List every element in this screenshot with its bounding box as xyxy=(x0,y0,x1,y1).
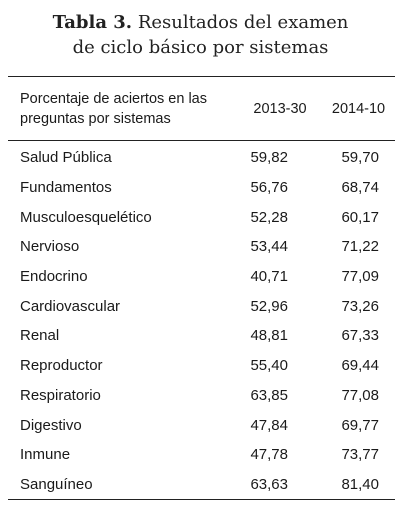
row-label: Nervioso xyxy=(20,238,80,256)
row-value-2014-10: 73,26 xyxy=(341,297,379,315)
row-label: Salud Pública xyxy=(20,149,112,167)
table-caption: Tabla 3. Resultados del examen de ciclo … xyxy=(0,10,401,60)
table-row: Endocrino 40,71 77,09 xyxy=(8,262,395,292)
row-label: Respiratorio xyxy=(20,386,101,404)
row-value-2014-10: 67,33 xyxy=(341,327,379,345)
table-row: Salud Pública 59,82 59,70 xyxy=(8,141,395,173)
header-col-2013-30: 2013-30 xyxy=(238,77,322,141)
results-table: Porcentaje de aciertos en las preguntas … xyxy=(8,77,395,499)
table-row: Cardiovascular 52,96 73,26 xyxy=(8,291,395,321)
table-row: Renal 48,81 67,33 xyxy=(8,321,395,351)
row-label: Fundamentos xyxy=(20,179,112,197)
row-label: Cardiovascular xyxy=(20,297,121,315)
row-value-2014-10: 68,74 xyxy=(341,179,379,197)
row-value-2013-30: 55,40 xyxy=(250,357,288,375)
header-label-line-1: Porcentaje de aciertos en las xyxy=(20,90,207,107)
row-value-2014-10: 73,77 xyxy=(341,446,379,464)
row-value-2013-30: 53,44 xyxy=(250,238,288,256)
table-bottom-rule xyxy=(8,499,395,501)
table-header-row: Porcentaje de aciertos en las preguntas … xyxy=(8,77,395,141)
row-value-2014-10: 77,09 xyxy=(341,268,379,286)
table-row: Nervioso 53,44 71,22 xyxy=(8,232,395,262)
row-value-2013-30: 52,96 xyxy=(250,297,288,315)
row-value-2013-30: 52,28 xyxy=(250,208,288,226)
row-label: Digestivo xyxy=(20,416,82,434)
table-top-rule xyxy=(8,76,395,77)
caption-label: Tabla 3. xyxy=(52,12,133,33)
row-value-2014-10: 60,17 xyxy=(341,208,379,226)
caption-line-1: Tabla 3. Resultados del examen xyxy=(0,10,401,35)
row-value-2014-10: 69,44 xyxy=(341,357,379,375)
table-row: Musculoesquelético 52,28 60,17 xyxy=(8,202,395,232)
table-body: Salud Pública 59,82 59,70 Fundamentos 56,76 6… xyxy=(8,141,395,500)
row-label: Reproductor xyxy=(20,357,103,375)
table-row: Reproductor 55,40 69,44 xyxy=(8,351,395,381)
row-value-2013-30: 40,71 xyxy=(250,268,288,286)
table-row: Inmune 47,78 73,77 xyxy=(8,440,395,470)
row-value-2013-30: 59,82 xyxy=(250,149,288,167)
table-row: Digestivo 47,84 69,77 xyxy=(8,410,395,440)
caption-line-2: de ciclo básico por sistemas xyxy=(72,37,329,58)
row-value-2014-10: 71,22 xyxy=(341,238,379,256)
table-row: Fundamentos 56,76 68,74 xyxy=(8,173,395,203)
caption-title-part-1: Resultados del examen xyxy=(137,12,349,33)
row-value-2014-10: 77,08 xyxy=(341,386,379,404)
row-label: Endocrino xyxy=(20,268,88,286)
table-row: Sanguíneo 63,63 81,40 xyxy=(8,470,395,500)
row-value-2013-30: 47,78 xyxy=(250,446,288,464)
row-label: Inmune xyxy=(20,446,71,464)
header-col-2014-10: 2014-10 xyxy=(322,77,395,141)
header-label-line-2: preguntas por sistemas xyxy=(20,110,171,127)
row-label: Sanguíneo xyxy=(20,475,93,493)
row-label: Musculoesquelético xyxy=(20,208,152,226)
results-table-container: Porcentaje de aciertos en las preguntas … xyxy=(8,76,395,501)
row-label: Renal xyxy=(20,327,60,345)
row-value-2014-10: 69,77 xyxy=(341,416,379,434)
header-label-cell: Porcentaje de aciertos en las preguntas … xyxy=(8,77,238,141)
row-value-2014-10: 59,70 xyxy=(341,149,379,167)
row-value-2013-30: 47,84 xyxy=(250,416,288,434)
row-value-2013-30: 48,81 xyxy=(250,327,288,345)
row-value-2013-30: 63,63 xyxy=(250,475,288,493)
row-value-2014-10: 81,40 xyxy=(341,475,379,493)
row-value-2013-30: 63,85 xyxy=(250,386,288,404)
row-value-2013-30: 56,76 xyxy=(250,179,288,197)
table-row: Respiratorio 63,85 77,08 xyxy=(8,381,395,411)
